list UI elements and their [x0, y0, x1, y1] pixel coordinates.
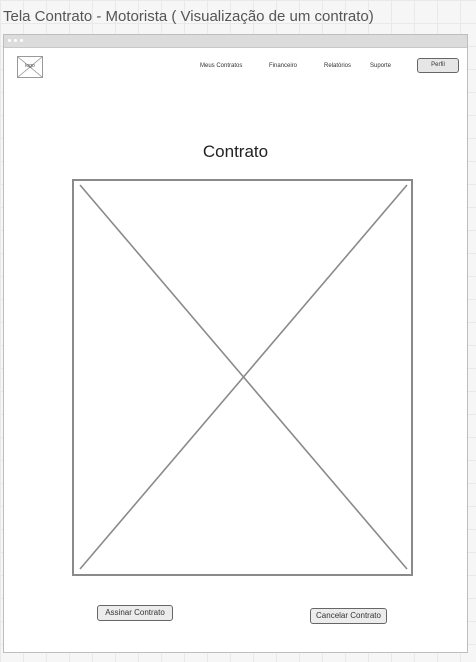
- image-placeholder-icon: [79, 184, 408, 570]
- nav-link-relatorios[interactable]: Relatórios: [324, 63, 352, 69]
- nav-link-suporte[interactable]: Suporte: [370, 63, 392, 69]
- window-title-bar: [4, 35, 467, 48]
- logo-label: logo: [25, 63, 35, 69]
- nav-link-meus-contratos[interactable]: Meus Contratos: [200, 63, 243, 69]
- window-dot: [8, 39, 11, 42]
- image-placeholder-icon: [18, 57, 42, 77]
- page-title: Tela Contrato - Motorista ( Visualização…: [3, 8, 374, 25]
- contract-document-placeholder: [72, 179, 413, 576]
- window-dot: [14, 39, 17, 42]
- window-dot: [20, 39, 23, 42]
- app-window: logo Meus Contratos Financeiro Relatório…: [3, 34, 468, 653]
- sign-contract-button[interactable]: Assinar Contrato: [97, 605, 173, 621]
- contract-heading: Contrato: [202, 142, 269, 161]
- profile-button[interactable]: Perfil: [417, 58, 459, 73]
- nav-link-financeiro[interactable]: Financeiro: [269, 63, 298, 69]
- logo-placeholder[interactable]: logo: [17, 56, 43, 78]
- cancel-contract-button[interactable]: Cancelar Contrato: [310, 608, 387, 624]
